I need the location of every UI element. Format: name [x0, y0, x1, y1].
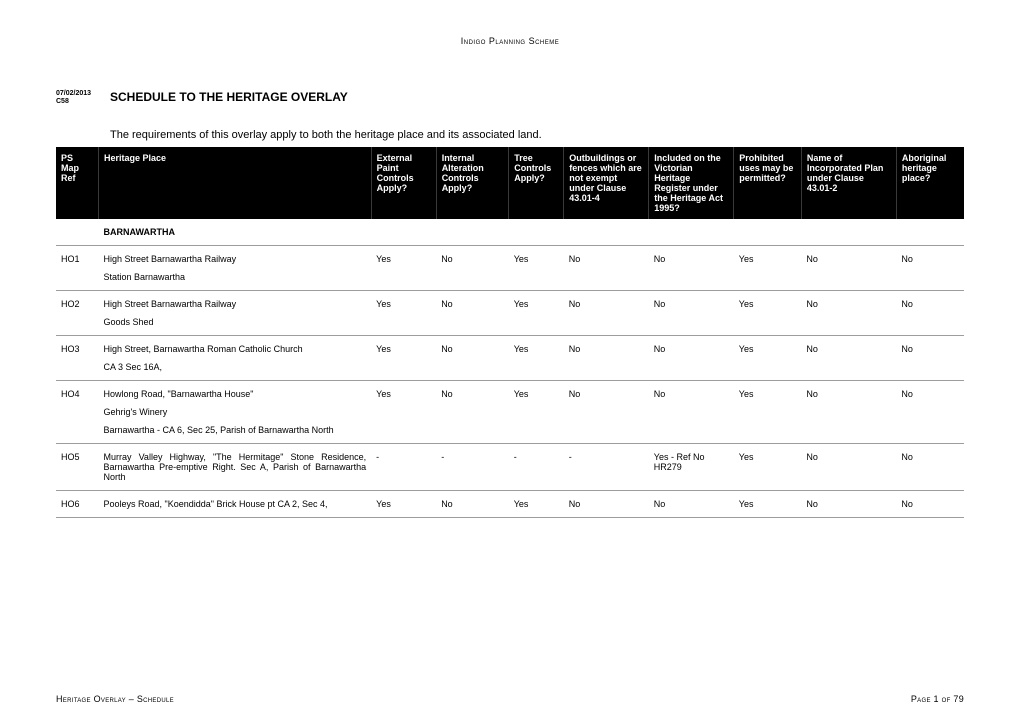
cell: Yes [371, 245, 436, 290]
cell: No [649, 490, 734, 517]
cell: No [801, 335, 896, 380]
cell-place: Pooleys Road, "Koendidda" Brick House pt… [99, 490, 372, 517]
cell: Yes [371, 490, 436, 517]
cell: - [509, 443, 564, 490]
cell: No [436, 290, 509, 335]
col-header: Outbuildings or fences which are not exe… [564, 147, 649, 219]
col-header: Aboriginal heritage place? [896, 147, 964, 219]
cell: No [436, 380, 509, 443]
cell: No [896, 335, 964, 380]
cell-ref: HO5 [56, 443, 99, 490]
cell-ref: HO3 [56, 335, 99, 380]
cell: No [436, 245, 509, 290]
cell: Yes [734, 290, 802, 335]
cell-place: High Street Barnawartha RailwayGoods She… [99, 290, 372, 335]
table-header-row: PS Map Ref Heritage Place External Paint… [56, 147, 964, 219]
cell: No [649, 380, 734, 443]
cell-ref: HO6 [56, 490, 99, 517]
table-row: HO3High Street, Barnawartha Roman Cathol… [56, 335, 964, 380]
cell [436, 219, 509, 246]
col-header: Heritage Place [99, 147, 372, 219]
cell: No [896, 380, 964, 443]
cell: No [801, 380, 896, 443]
cell [371, 219, 436, 246]
table-row: HO1High Street Barnawartha RailwayStatio… [56, 245, 964, 290]
cell: Yes [509, 335, 564, 380]
cell [896, 219, 964, 246]
cell [509, 219, 564, 246]
cell: - [371, 443, 436, 490]
table-row: HO6Pooleys Road, "Koendidda" Brick House… [56, 490, 964, 517]
cell: Yes [509, 380, 564, 443]
cell: Yes [734, 245, 802, 290]
cell-ref: HO4 [56, 380, 99, 443]
cell-ref: HO1 [56, 245, 99, 290]
cell-place: High Street Barnawartha RailwayStation B… [99, 245, 372, 290]
title-row: 07/02/2013 C58 SCHEDULE TO THE HERITAGE … [56, 90, 964, 107]
cell: No [649, 335, 734, 380]
document-header: Indigo Planning Scheme [56, 36, 964, 46]
table-row: HO2High Street Barnawartha RailwayGoods … [56, 290, 964, 335]
cell: - [436, 443, 509, 490]
heritage-table: PS Map Ref Heritage Place External Paint… [56, 147, 964, 518]
cell: Yes - Ref No HR279 [649, 443, 734, 490]
cell: Yes [734, 490, 802, 517]
amendment-meta: 07/02/2013 C58 [56, 90, 96, 107]
cell: Yes [734, 335, 802, 380]
footer-right: Page 1 of 79 [911, 694, 964, 704]
table-row: HO5Murray Valley Highway, "The Hermitage… [56, 443, 964, 490]
cell [734, 219, 802, 246]
cell: No [896, 443, 964, 490]
intro-text: The requirements of this overlay apply t… [110, 129, 964, 141]
cell: No [896, 290, 964, 335]
cell: Yes [509, 490, 564, 517]
cell: Yes [734, 380, 802, 443]
cell: No [564, 335, 649, 380]
cell: Yes [371, 290, 436, 335]
col-header: Name of Incorporated Plan under Clause 4… [801, 147, 896, 219]
cell: No [564, 380, 649, 443]
meta-date: 07/02/2013 [56, 90, 96, 98]
cell: No [649, 290, 734, 335]
section-row: BARNAWARTHA [56, 219, 964, 246]
cell: No [564, 490, 649, 517]
cell-place: Murray Valley Highway, "The Hermitage" S… [99, 443, 372, 490]
cell: No [436, 490, 509, 517]
cell [564, 219, 649, 246]
cell: Yes [509, 245, 564, 290]
cell: Yes [734, 443, 802, 490]
cell [801, 219, 896, 246]
cell: No [801, 245, 896, 290]
cell: No [436, 335, 509, 380]
col-header: External Paint Controls Apply? [371, 147, 436, 219]
page-footer: Heritage Overlay – Schedule Page 1 of 79 [56, 694, 964, 704]
col-header: Internal Alteration Controls Apply? [436, 147, 509, 219]
cell: No [801, 490, 896, 517]
col-header: Tree Controls Apply? [509, 147, 564, 219]
cell: Yes [371, 335, 436, 380]
cell [649, 219, 734, 246]
cell: Yes [371, 380, 436, 443]
cell: No [649, 245, 734, 290]
cell: No [896, 490, 964, 517]
page-title: SCHEDULE TO THE HERITAGE OVERLAY [110, 90, 348, 104]
col-header: Prohibited uses may be permitted? [734, 147, 802, 219]
cell: No [801, 443, 896, 490]
col-header: PS Map Ref [56, 147, 99, 219]
cell-ref: HO2 [56, 290, 99, 335]
footer-left: Heritage Overlay – Schedule [56, 694, 174, 704]
cell: Yes [509, 290, 564, 335]
meta-code: C58 [56, 98, 96, 106]
section-name: BARNAWARTHA [99, 219, 372, 246]
cell-place: High Street, Barnawartha Roman Catholic … [99, 335, 372, 380]
cell-place: Howlong Road, "Barnawartha House"Gehrig'… [99, 380, 372, 443]
cell: No [564, 290, 649, 335]
cell [56, 219, 99, 246]
table-row: HO4Howlong Road, "Barnawartha House"Gehr… [56, 380, 964, 443]
cell: No [801, 290, 896, 335]
cell: - [564, 443, 649, 490]
cell: No [564, 245, 649, 290]
cell: No [896, 245, 964, 290]
col-header: Included on the Victorian Heritage Regis… [649, 147, 734, 219]
